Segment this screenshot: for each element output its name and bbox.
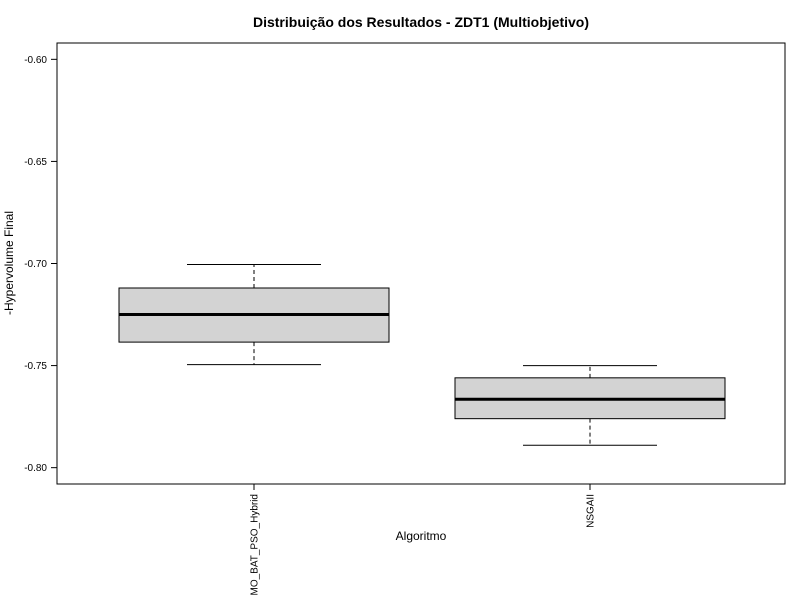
- x-axis-label: Algoritmo: [396, 529, 447, 543]
- y-tick-label: -0.75: [24, 361, 47, 372]
- box-nsgaii: [454, 365, 726, 446]
- y-axis-label: -Hypervolume Final: [2, 211, 16, 315]
- y-tick-label: -0.65: [24, 157, 47, 168]
- y-axis: -0.80 -0.75 -0.70 -0.65 -0.60: [24, 55, 57, 474]
- box-mo_bat_pso_hybrid: [118, 264, 390, 366]
- y-tick-label: -0.60: [24, 55, 47, 66]
- y-tick-label: -0.80: [24, 463, 47, 474]
- chart-title: Distribuição dos Resultados - ZDT1 (Mult…: [253, 14, 589, 30]
- x-axis: MO_BAT_PSO_Hybrid NSGAII: [250, 484, 597, 596]
- x-tick-label: NSGAII: [586, 494, 597, 528]
- x-tick-label: MO_BAT_PSO_Hybrid: [250, 494, 261, 596]
- boxes: [118, 264, 726, 446]
- y-tick-label: -0.70: [24, 259, 47, 270]
